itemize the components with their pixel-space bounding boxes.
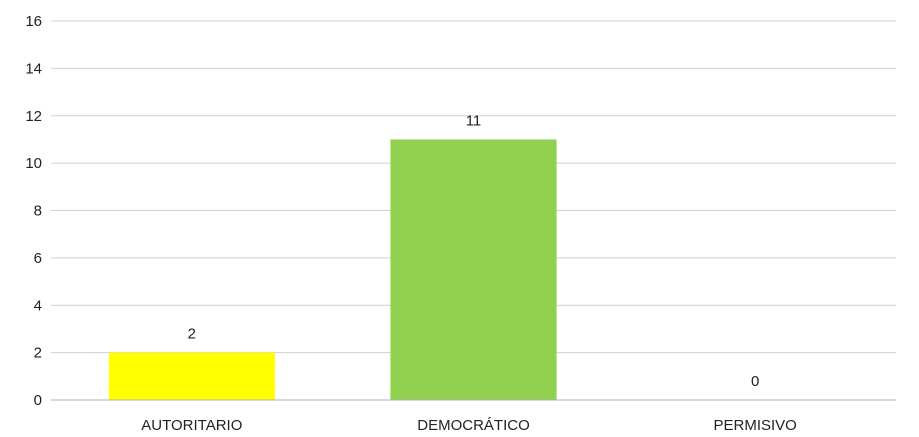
x-category-label: AUTORITARIO bbox=[141, 417, 242, 434]
x-category-label: DEMOCRÁTICO bbox=[417, 417, 530, 434]
x-category-label: PERMISIVO bbox=[713, 417, 796, 434]
y-tick-label: 8 bbox=[34, 203, 42, 220]
y-tick-label: 6 bbox=[34, 250, 42, 267]
y-tick-label: 16 bbox=[25, 13, 42, 30]
bar-value-label: 0 bbox=[751, 373, 759, 390]
bar bbox=[108, 352, 275, 400]
y-tick-label: 0 bbox=[34, 392, 42, 409]
y-tick-label: 2 bbox=[34, 345, 42, 362]
data-labels: 2 11 0 bbox=[188, 112, 760, 390]
y-tick-label: 10 bbox=[25, 155, 42, 172]
x-axis-categories: AUTORITARIO DEMOCRÁTICO PERMISIVO bbox=[141, 417, 797, 434]
bar bbox=[390, 139, 557, 400]
y-axis-ticks: 0 2 4 6 8 10 12 14 16 bbox=[25, 13, 42, 409]
y-tick-label: 4 bbox=[34, 297, 42, 314]
y-tick-label: 14 bbox=[25, 60, 42, 77]
y-tick-label: 12 bbox=[25, 108, 42, 125]
bars bbox=[108, 139, 557, 400]
bar-value-label: 2 bbox=[188, 326, 196, 343]
bar-value-label: 11 bbox=[466, 112, 482, 129]
